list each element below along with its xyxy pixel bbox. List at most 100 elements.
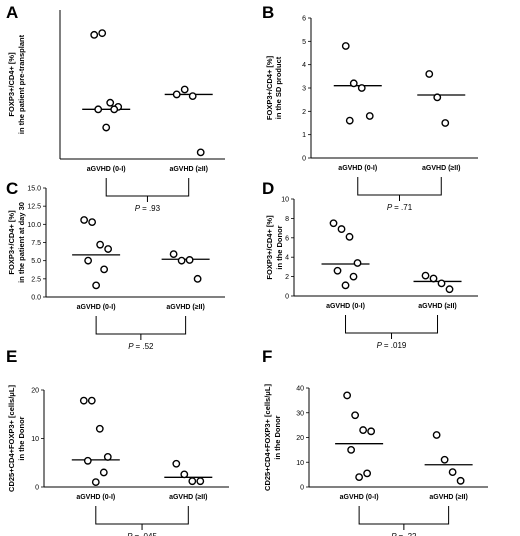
panel-b-data-point <box>441 119 450 127</box>
panel-f-data-point <box>448 468 457 477</box>
panel-d-ylabel-line: in the Donor <box>275 225 284 269</box>
panel-e-data-point <box>91 478 100 487</box>
panel-d-data-point <box>437 279 446 288</box>
panel-a-ylabel-line: FOXP3+/CD4+ [%] <box>7 52 16 117</box>
panel-b-ytick-label: 6 <box>302 16 306 23</box>
panel-f-ylabel-line: CD25+CD4+FOXP3+ [cells/μL] <box>263 384 272 491</box>
panel-f-data-point <box>359 426 368 434</box>
panel-c-data-point <box>88 218 97 227</box>
panel-c-data-point <box>185 256 194 264</box>
panel-c-ytick-label: 15.0 <box>27 186 41 193</box>
panel-e-data-point <box>172 459 181 468</box>
panel-e-data-point <box>188 477 197 486</box>
panel-c-ytick-label: 7.5 <box>31 240 41 247</box>
panel-b-ytick-label: 4 <box>302 62 306 69</box>
panel-e-data-point <box>180 470 189 479</box>
panel-d-data-point <box>353 259 362 267</box>
panel-d-data-point <box>345 232 354 241</box>
panel-c-ylabel-line: in the patient at day 30 <box>17 202 26 283</box>
panel-f-ytick-label: 10 <box>296 460 304 467</box>
panel-a-data-point <box>94 105 103 114</box>
panel-c-ytick-label: 10.0 <box>27 222 41 229</box>
panel-a-data-point <box>110 105 119 114</box>
panel-b-ytick-label: 0 <box>302 156 306 163</box>
panel-a-category-label: aGVHD (≥II) <box>169 166 207 173</box>
panel-d-data-point <box>421 271 430 280</box>
panel-f-data-point <box>363 469 372 478</box>
panel-b-data-point <box>341 42 350 50</box>
panel-b-ytick-label: 3 <box>302 86 306 93</box>
panel-c-data-point <box>92 281 101 290</box>
panel-b-category-label: aGVHD (≥II) <box>422 165 460 172</box>
panel-a-data-point <box>106 98 115 107</box>
panel-b-data-point <box>365 112 374 120</box>
panel-c-ytick-label: 5.0 <box>31 258 41 265</box>
panel-f-data-point <box>440 455 449 464</box>
panel-d-ytick-label: 10 <box>281 197 289 204</box>
panel-d-ytick-label: 4 <box>285 255 289 262</box>
panel-c-ytick-label: 2.5 <box>31 276 41 283</box>
panel-d-ytick-label: 8 <box>285 216 289 223</box>
panel-f-data-point <box>432 431 441 439</box>
panel-d-data-point <box>429 274 438 283</box>
panel-a-data-point <box>188 92 197 100</box>
panel-f-bracket <box>358 506 450 525</box>
panel-a-data-point <box>180 85 189 94</box>
panel-e-data-point <box>99 468 108 477</box>
panel-b-ytick-label: 1 <box>302 132 306 139</box>
panel-b-bracket <box>357 177 442 196</box>
panel-b-ylabel-line: in the SD product <box>274 56 283 119</box>
panel-f-ytick-label: 40 <box>296 386 304 393</box>
panel-d-category-label: aGVHD (≥II) <box>418 303 456 310</box>
panel-a-ylabel-line: in the patient pre-transplant <box>17 34 26 134</box>
panel-a-letter: A <box>6 3 18 22</box>
panel-f-p-value: P = .22 <box>391 532 417 536</box>
panel-a-data-point <box>102 123 111 132</box>
panel-e-data-point <box>103 453 112 461</box>
panel-c-bracket <box>95 316 187 335</box>
panel-c-data-point <box>84 256 93 265</box>
panel-f-data-point <box>355 473 364 481</box>
panel-d-ytick-label: 0 <box>285 294 289 301</box>
panel-e-ylabel-line: in the Donor <box>17 416 26 460</box>
panel-d-category-label: aGVHD (0-I) <box>326 303 365 310</box>
panel-c-ylabel-line: FOXP3+/CD4+ [%] <box>7 210 16 275</box>
panel-e-ytick-label: 0 <box>35 485 39 492</box>
panel-b-data-point <box>345 116 354 125</box>
panel-c-data-point <box>104 245 113 253</box>
panel-d-data-point <box>349 272 358 281</box>
panel-f-category-label: aGVHD (0-I) <box>340 494 379 501</box>
panel-b-data-point <box>425 70 434 78</box>
panel-d-data-point <box>333 266 342 275</box>
panel-b-p-value: P = .71 <box>387 203 413 212</box>
panel-c-letter: C <box>6 179 18 198</box>
panel-b-data-point <box>349 79 358 88</box>
panel-a-data-point <box>196 148 205 157</box>
panel-e-data-point <box>95 424 104 433</box>
panel-c-ytick-label: 12.5 <box>27 204 41 211</box>
panel-f-data-point <box>351 411 360 420</box>
panel-e-letter: E <box>6 347 17 366</box>
panel-f-data-point <box>343 391 352 400</box>
panel-f-data-point <box>367 427 376 436</box>
panel-c-category-label: aGVHD (≥II) <box>166 304 204 311</box>
panel-c-category-label: aGVHD (0-I) <box>77 304 116 311</box>
panel-a-p-value: P = .93 <box>135 204 161 213</box>
panel-f-ytick-label: 0 <box>300 485 304 492</box>
panel-c-data-point <box>169 250 178 259</box>
panel-d-bracket <box>345 315 439 334</box>
panel-e-data-point <box>83 456 92 465</box>
panel-c-data-point <box>177 256 186 265</box>
panel-a-data-point <box>90 30 99 39</box>
panel-e-ytick-label: 20 <box>31 388 39 395</box>
panel-b-ytick-label: 5 <box>302 39 306 46</box>
panel-f-ylabel-line: in the Donor <box>273 415 282 459</box>
panel-c-data-point <box>80 216 89 224</box>
panel-a-data-point <box>98 29 107 38</box>
panel-c-data-point <box>96 240 105 249</box>
panel-f-ytick-label: 20 <box>296 435 304 442</box>
panel-c-data-point <box>193 274 202 283</box>
panel-d-ytick-label: 2 <box>285 274 289 281</box>
panel-e-data-point <box>196 477 205 486</box>
panel-e-data-point <box>87 396 96 405</box>
